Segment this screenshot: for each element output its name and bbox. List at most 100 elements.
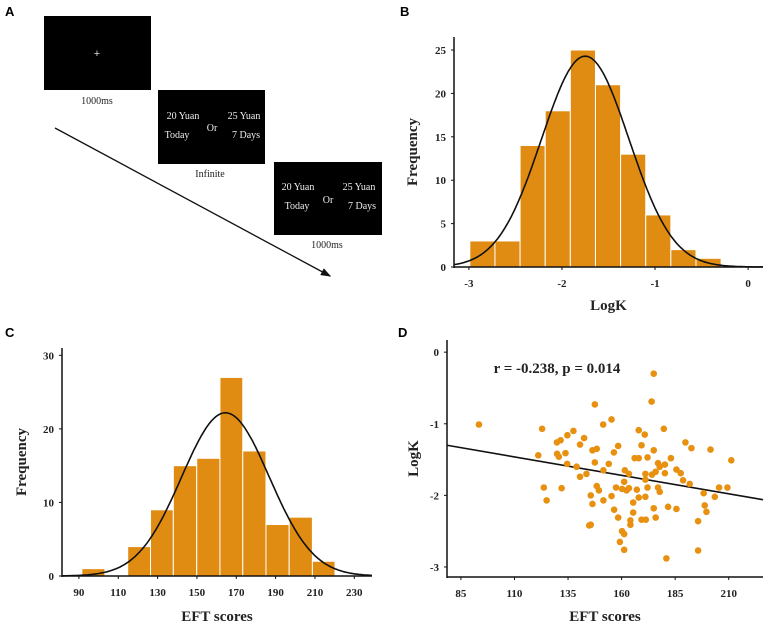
histogram-bar — [172, 465, 198, 577]
panel-label-c: C — [5, 325, 15, 340]
scatter-point — [620, 478, 628, 486]
scatter-point — [652, 514, 659, 521]
scatter-point — [610, 449, 618, 456]
feedback-screen — [274, 162, 382, 235]
feedback-or: Or — [323, 195, 334, 206]
scatter-point — [591, 401, 599, 408]
feedback-right-amount: 25 Yuan — [343, 182, 376, 193]
histogram-bar — [494, 240, 521, 268]
feedback-duration: 1000ms — [311, 240, 343, 251]
correlation-annotation: r = -0.238, p = 0.014 — [494, 361, 621, 377]
histogram-bar — [127, 546, 152, 577]
scatter-point — [663, 555, 670, 562]
panel-label-a: A — [5, 4, 15, 19]
scatter-point — [694, 517, 702, 525]
scatter-point — [677, 469, 685, 477]
histogram-bar — [544, 110, 571, 268]
scatter-point — [591, 459, 599, 466]
scatter-point — [629, 509, 637, 516]
fixation-duration: 1000ms — [81, 96, 113, 107]
panel-b-logk-histogram: B -3 -2 -1 0 0 5 10 15 20 25 LogK Frequency — [400, 4, 763, 314]
x-tick-label: -2 — [557, 278, 567, 290]
scatter-point — [538, 425, 546, 433]
x-tick-label: 110 — [110, 587, 126, 599]
feedback-left-amount: 20 Yuan — [282, 182, 315, 193]
x-tick-label: 210 — [720, 588, 737, 600]
scatter-point — [707, 446, 714, 453]
scatter-point — [635, 454, 643, 462]
y-tick-label: 30 — [43, 350, 55, 362]
x-tick-label: 150 — [189, 587, 206, 599]
scatter-point — [700, 489, 707, 497]
scatter-point — [589, 500, 596, 508]
scatter-point — [642, 470, 649, 478]
panel-label-d: D — [398, 325, 407, 340]
scatter-point — [642, 493, 649, 501]
scatter-point — [555, 453, 563, 461]
scatter-point — [587, 521, 595, 529]
scatter-point — [558, 484, 565, 492]
scatter-point — [580, 434, 588, 442]
scatter-point — [633, 486, 641, 493]
y-tick-label: 0 — [49, 571, 55, 583]
scatter-point — [573, 463, 580, 471]
scatter-point — [641, 431, 649, 438]
scatter-point — [682, 439, 689, 446]
scatter-point — [644, 454, 651, 461]
scatter-point — [635, 426, 643, 434]
y-tick-label: -2 — [430, 490, 440, 502]
scatter-point — [605, 460, 613, 468]
x-axis-label: LogK — [590, 298, 627, 314]
scatter-point — [667, 454, 675, 462]
scatter-point — [563, 460, 571, 468]
histogram-bar — [265, 524, 290, 577]
scatter-point — [475, 421, 483, 428]
scatter-point — [673, 505, 680, 513]
scatter-point — [638, 441, 645, 449]
scatter-point — [600, 497, 607, 504]
scatter-point — [625, 470, 633, 478]
x-tick-label: 190 — [267, 587, 284, 599]
scatter-point — [650, 504, 658, 512]
scatter-point — [587, 492, 595, 499]
y-axis-label: Frequency — [405, 117, 421, 186]
y-tick-label: 10 — [43, 497, 55, 509]
scatter-point — [650, 370, 658, 377]
x-axis-label: EFT scores — [569, 609, 641, 625]
scatter-point — [576, 441, 584, 448]
choice-right-amount: 25 Yuan — [228, 111, 261, 122]
scatter-point — [595, 487, 603, 494]
scatter-point — [661, 461, 669, 468]
time-arrow — [54, 127, 332, 277]
scatter-point — [616, 538, 624, 546]
histogram-bar — [219, 376, 244, 577]
y-tick-label: 5 — [441, 219, 447, 231]
x-tick-label: -3 — [464, 278, 474, 290]
scatter-point — [656, 488, 664, 496]
y-tick-label: 0 — [434, 347, 440, 359]
y-tick-label: -3 — [430, 562, 440, 574]
x-tick-label: 85 — [455, 588, 467, 600]
scatter-point — [608, 492, 615, 500]
scatter-point — [625, 484, 633, 492]
histogram-bar — [594, 84, 622, 268]
choice-duration: Infinite — [195, 169, 225, 180]
y-axis-label: Frequency — [14, 427, 30, 496]
histogram-bar — [569, 49, 596, 268]
scatter-point — [610, 506, 618, 513]
y-tick-label: 20 — [43, 424, 55, 436]
scatter-point — [534, 451, 542, 459]
scatter-point — [664, 503, 672, 511]
fixation-cross: + — [94, 48, 100, 60]
y-tick-label: 20 — [435, 88, 447, 100]
scatter-point — [562, 449, 569, 457]
scatter-point — [686, 480, 694, 488]
scatter-point — [614, 514, 622, 521]
scatter-point — [557, 436, 564, 444]
scatter-point — [614, 442, 622, 450]
choice-screen — [158, 90, 265, 164]
x-tick-label: 135 — [560, 588, 577, 600]
histogram-bar — [196, 457, 221, 577]
x-tick-label: 130 — [149, 587, 166, 599]
choice-left-delay: Today — [165, 130, 190, 141]
